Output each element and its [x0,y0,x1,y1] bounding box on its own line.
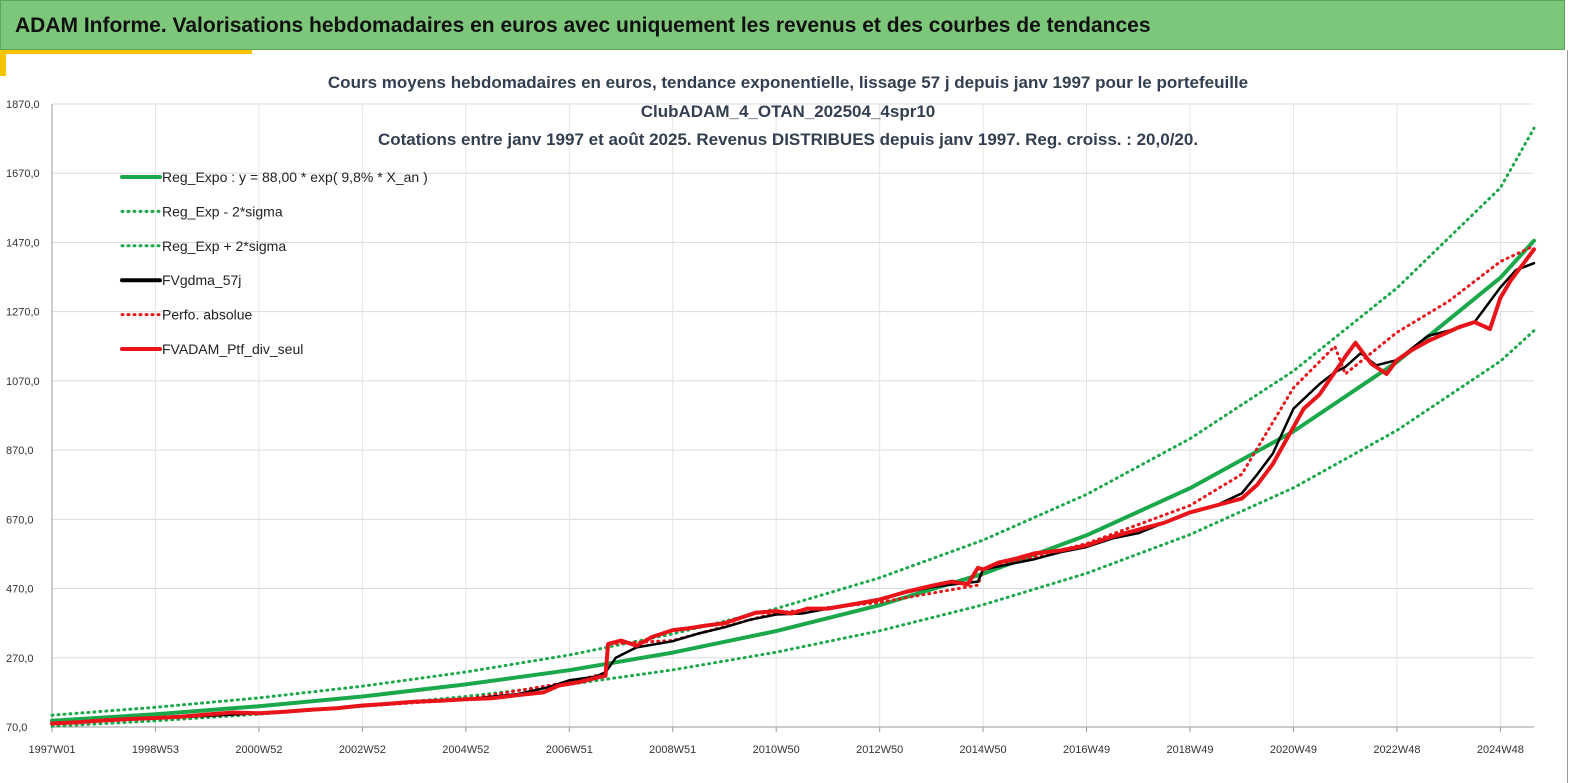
y-tick-label: 70,0 [6,722,27,734]
x-tick-label: 2010W50 [753,744,800,756]
x-axis: 1997W01 1998W53 2000W52 2002W52 2004W52 2006W… [28,726,1534,756]
series-line-1 [50,238,1536,723]
series-line-5 [50,244,1536,725]
y-tick-label: 270,0 [6,653,34,665]
legend-label: Reg_Exp - 2*sigma [162,203,283,219]
x-tick-label: 2008W51 [649,744,696,756]
x-tick-label: 2004W52 [442,744,489,756]
x-tick-label: 1998W53 [132,744,179,756]
legend-label: Perfo. absolue [162,307,252,323]
x-tick-label: 1997W01 [28,744,75,756]
legend-label: FVgdma_57j [162,272,241,288]
x-tick-label: 2016W49 [1063,744,1110,756]
series-line-6 [50,247,1536,726]
legend-label: Reg_Exp + 2*sigma [162,238,286,254]
y-tick-label: 1470,0 [6,237,40,249]
y-tick-label: 1670,0 [6,168,40,180]
x-tick-label: 2018W49 [1166,744,1213,756]
x-tick-label: 2012W50 [856,744,903,756]
y-tick-label: 670,0 [6,514,34,526]
series-line-3 [50,126,1536,717]
chart-title-line-2: ClubADAM_4_OTAN_202504_4spr10 [641,102,935,121]
chart-series [50,126,1536,728]
page-title: ADAM Informe. Valorisations hebdomadaire… [15,14,1151,37]
y-tick-label: 1270,0 [6,307,40,319]
series-line-4 [50,261,1536,725]
x-tick-label: 2006W51 [546,744,593,756]
y-axis: 70,0 270,0 470,0 670,0 870,0 1070,0 1270,0 1470… [6,99,53,734]
chart-frame [0,50,1568,783]
header-banner: ADAM Informe. Valorisations hebdomadaire… [0,0,1565,50]
chart-legend: Reg_Expo : y = 88,00 * exp( 9,8% * X_an … [120,169,428,357]
x-tick-label: 2014W50 [960,744,1007,756]
chart-title-line-3: Cotations entre janv 1997 et août 2025. … [378,130,1198,149]
chart-title-block: Cours moyens hebdomadaires en euros, ten… [328,73,1248,149]
y-tick-label: 1870,0 [6,99,40,111]
chart-grid [51,103,1534,728]
y-tick-label: 1070,0 [6,376,40,388]
x-tick-label: 2020W49 [1270,744,1317,756]
x-tick-label: 2002W52 [339,744,386,756]
legend-label: Reg_Expo : y = 88,00 * exp( 9,8% * X_an … [162,169,428,185]
x-tick-label: 2022W48 [1373,744,1420,756]
x-tick-label: 2024W48 [1477,744,1524,756]
accent-bar-left [0,50,6,76]
accent-bar-top [0,50,252,54]
y-tick-label: 470,0 [6,584,34,596]
y-tick-label: 870,0 [6,445,34,457]
chart-title-line-1: Cours moyens hebdomadaires en euros, ten… [328,73,1248,92]
x-tick-label: 2000W52 [235,744,282,756]
legend-label: FVADAM_Ptf_div_seul [162,341,303,357]
